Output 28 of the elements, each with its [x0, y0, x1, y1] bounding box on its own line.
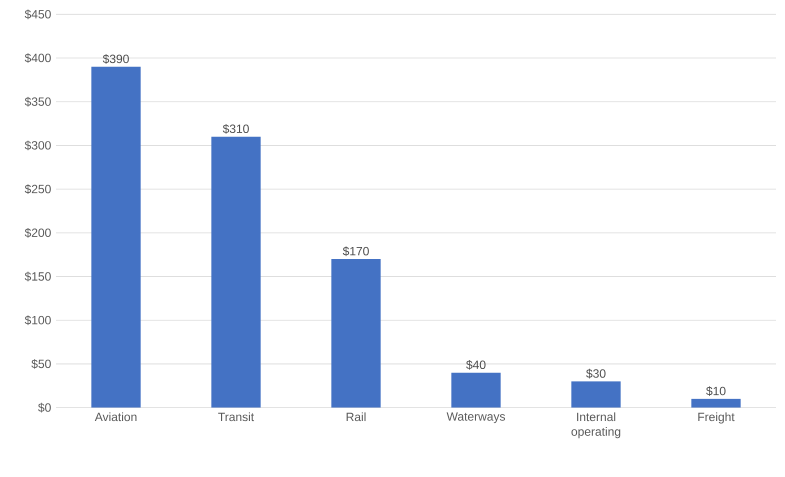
bar — [451, 372, 501, 408]
y-tick-label: $250 — [24, 184, 51, 194]
data-label: $10 — [706, 386, 726, 396]
data-label: $390 — [102, 54, 129, 64]
y-tick-label: $400 — [24, 53, 51, 63]
y-tick-label: $200 — [24, 228, 51, 238]
bar — [571, 381, 621, 408]
data-label: $30 — [586, 368, 606, 378]
bar — [331, 259, 381, 408]
data-label: $40 — [466, 360, 486, 370]
bar — [211, 136, 261, 408]
data-label: $310 — [222, 124, 249, 134]
x-tick-label: Rail — [346, 412, 366, 422]
y-tick-label: $100 — [24, 315, 51, 326]
y-tick-label: $150 — [24, 272, 51, 282]
x-tick-label: Aviation — [94, 412, 136, 422]
bar — [91, 66, 141, 408]
y-tick-label: $350 — [24, 96, 51, 107]
y-tick-label: $300 — [24, 140, 51, 150]
y-tick-label: $450 — [24, 9, 51, 20]
bar — [691, 398, 741, 408]
x-tick-label: Internal operating — [571, 412, 620, 438]
x-tick-label: Transit — [218, 412, 254, 422]
x-tick-label: Freight — [698, 412, 735, 424]
data-label: $170 — [342, 246, 369, 256]
y-tick-label: $50 — [31, 359, 51, 369]
y-tick-label: $0 — [38, 402, 51, 413]
x-tick-label: Waterways — [446, 412, 506, 424]
